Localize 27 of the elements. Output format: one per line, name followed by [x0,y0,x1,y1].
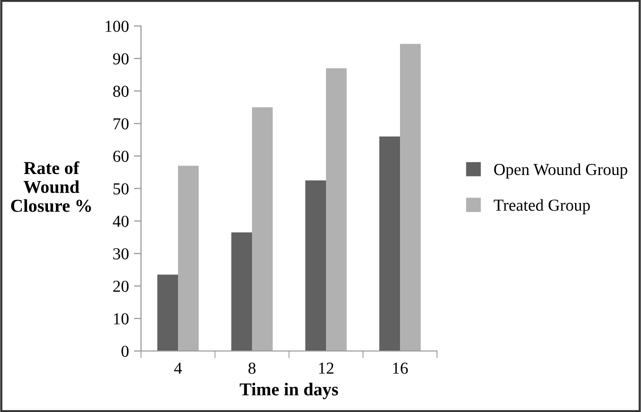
y-tick-label: 0 [121,346,129,357]
y-tick-label: 10 [114,313,129,324]
y-tick-label: 60 [113,150,129,162]
x-tick-label: 16 [393,362,408,374]
y-tick-label: 100 [106,20,129,32]
bar [400,44,421,351]
bar [379,136,400,351]
bar [157,274,178,351]
y-tick-label: 40 [112,216,129,227]
x-tick-label: 4 [174,362,182,374]
y-axis-title: Rate of Wound Closure % [11,161,91,212]
x-tick-label: 8 [248,362,256,374]
y-tick-label: 80 [113,86,129,97]
legend-label: Open Wound Group [494,163,628,178]
bar [231,232,252,351]
x-axis-title: Time in days [240,382,338,400]
x-tick-label: 12 [319,362,334,374]
y-tick-label: 50 [113,183,129,194]
y-tick-label: 20 [113,280,129,292]
bar [252,107,273,351]
legend-label: Treated Group [494,199,590,214]
bar [178,166,199,351]
bar [305,180,326,351]
y-tick-label: 90 [113,53,129,64]
bar [326,68,347,351]
y-tick-label: 70 [114,118,129,130]
y-tick-label: 30 [113,248,129,260]
